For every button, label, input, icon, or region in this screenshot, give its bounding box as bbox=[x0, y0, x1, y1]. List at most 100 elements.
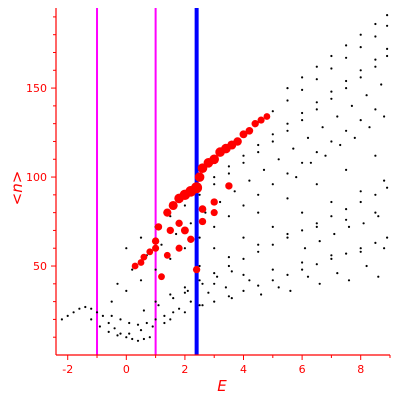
data-point-107 bbox=[315, 78, 318, 81]
highlight-point-37 bbox=[210, 209, 218, 217]
data-point-9 bbox=[113, 327, 116, 330]
data-point-126 bbox=[227, 264, 230, 268]
vertical-lines bbox=[96, 8, 199, 355]
data-point-2 bbox=[72, 311, 75, 314]
data-point-139 bbox=[183, 311, 186, 314]
highlight-point-18 bbox=[233, 137, 242, 146]
data-point-50 bbox=[374, 108, 377, 111]
data-point-8 bbox=[107, 321, 110, 325]
data-point-38 bbox=[198, 236, 201, 239]
data-point-65 bbox=[321, 126, 324, 129]
x-tick-label: 4 bbox=[240, 363, 247, 376]
highlight-point-34 bbox=[175, 244, 183, 252]
highlight-point-3 bbox=[151, 237, 160, 245]
data-point-43 bbox=[271, 183, 274, 186]
data-point-176 bbox=[257, 211, 260, 214]
data-point-133 bbox=[330, 215, 333, 218]
data-point-197 bbox=[142, 309, 145, 312]
data-point-146 bbox=[286, 273, 289, 276]
data-point-158 bbox=[301, 261, 304, 264]
data-point-190 bbox=[201, 304, 204, 307]
data-point-202 bbox=[216, 275, 219, 278]
data-point-159 bbox=[330, 254, 333, 257]
data-point-182 bbox=[207, 291, 210, 294]
data-point-22 bbox=[151, 325, 154, 328]
background-points bbox=[60, 14, 389, 342]
data-point-144 bbox=[257, 284, 260, 287]
data-point-84 bbox=[330, 97, 333, 100]
data-point-138 bbox=[169, 318, 172, 321]
data-point-175 bbox=[383, 179, 386, 182]
data-point-213 bbox=[333, 232, 336, 236]
data-point-166 bbox=[315, 225, 318, 228]
data-point-88 bbox=[386, 54, 389, 58]
data-point-26 bbox=[128, 321, 131, 325]
highlight-point-35 bbox=[187, 235, 195, 243]
data-point-177 bbox=[286, 197, 289, 200]
highlight-point-31 bbox=[158, 273, 165, 281]
highlight-point-10 bbox=[191, 182, 203, 194]
data-point-44 bbox=[286, 172, 289, 175]
data-point-153 bbox=[386, 236, 389, 239]
data-point-186 bbox=[306, 275, 310, 278]
data-point-16 bbox=[90, 318, 93, 321]
data-point-41 bbox=[242, 204, 245, 207]
data-point-196 bbox=[377, 275, 380, 278]
data-point-95 bbox=[301, 111, 304, 115]
data-point-124 bbox=[198, 279, 201, 282]
data-point-29 bbox=[154, 318, 157, 321]
data-point-149 bbox=[330, 257, 333, 260]
data-point-116 bbox=[330, 54, 333, 58]
highlight-point-11 bbox=[194, 172, 205, 182]
data-point-214 bbox=[347, 225, 351, 228]
data-point-128 bbox=[257, 250, 260, 253]
data-point-152 bbox=[374, 241, 377, 244]
data-point-117 bbox=[345, 44, 348, 47]
data-point-169 bbox=[213, 247, 216, 250]
highlight-point-14 bbox=[209, 154, 219, 165]
x-tick-label: 0 bbox=[123, 363, 130, 376]
data-point-160 bbox=[359, 250, 362, 253]
data-point-121 bbox=[154, 300, 157, 303]
data-point-70 bbox=[125, 247, 128, 250]
data-point-80 bbox=[271, 140, 274, 143]
x-tick-label: 8 bbox=[357, 363, 364, 376]
data-point-120 bbox=[386, 14, 389, 17]
highlight-point-4 bbox=[154, 223, 163, 231]
data-point-66 bbox=[336, 115, 339, 118]
data-point-93 bbox=[271, 133, 274, 136]
data-point-81 bbox=[286, 129, 289, 132]
highlight-point-21 bbox=[251, 120, 259, 128]
data-point-142 bbox=[227, 295, 230, 298]
data-point-170 bbox=[242, 236, 245, 239]
data-point-157 bbox=[271, 268, 274, 271]
data-point-191 bbox=[230, 297, 233, 300]
data-point-82 bbox=[301, 119, 304, 122]
data-point-100 bbox=[374, 58, 377, 61]
data-point-46 bbox=[315, 151, 318, 154]
data-point-110 bbox=[359, 46, 362, 49]
data-point-164 bbox=[257, 243, 260, 246]
highlight-point-25 bbox=[175, 219, 183, 227]
data-point-155 bbox=[213, 282, 216, 285]
data-point-189 bbox=[178, 307, 181, 310]
data-point-25 bbox=[119, 318, 122, 321]
data-point-0 bbox=[60, 318, 64, 321]
highlight-point-36 bbox=[198, 217, 207, 226]
highlight-point-30 bbox=[180, 226, 189, 235]
data-point-109 bbox=[345, 56, 348, 59]
data-point-96 bbox=[315, 101, 318, 104]
data-point-17 bbox=[98, 325, 101, 328]
data-point-181 bbox=[189, 300, 192, 303]
highlight-point-26 bbox=[198, 205, 207, 213]
data-point-185 bbox=[277, 286, 280, 289]
data-point-68 bbox=[365, 94, 368, 97]
y-tick-label: 100 bbox=[26, 171, 47, 184]
data-point-148 bbox=[315, 263, 318, 266]
highlight-point-6 bbox=[168, 200, 178, 211]
data-point-104 bbox=[271, 110, 274, 113]
data-point-174 bbox=[359, 190, 362, 193]
data-point-156 bbox=[242, 273, 245, 276]
data-point-47 bbox=[330, 140, 333, 143]
